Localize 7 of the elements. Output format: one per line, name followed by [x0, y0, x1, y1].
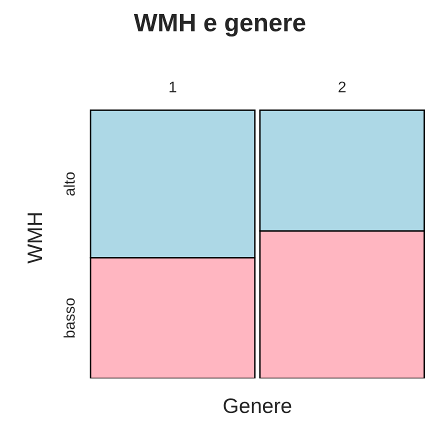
chart-title: WMH e genere: [134, 14, 306, 37]
y-axis-title: WMH: [28, 213, 42, 264]
x-axis-title: Genere: [224, 398, 292, 414]
text: basso: [64, 298, 75, 338]
text: alto: [64, 172, 75, 196]
x-tick-label: 2: [338, 82, 346, 92]
x-tick-label: 1: [170, 82, 176, 92]
